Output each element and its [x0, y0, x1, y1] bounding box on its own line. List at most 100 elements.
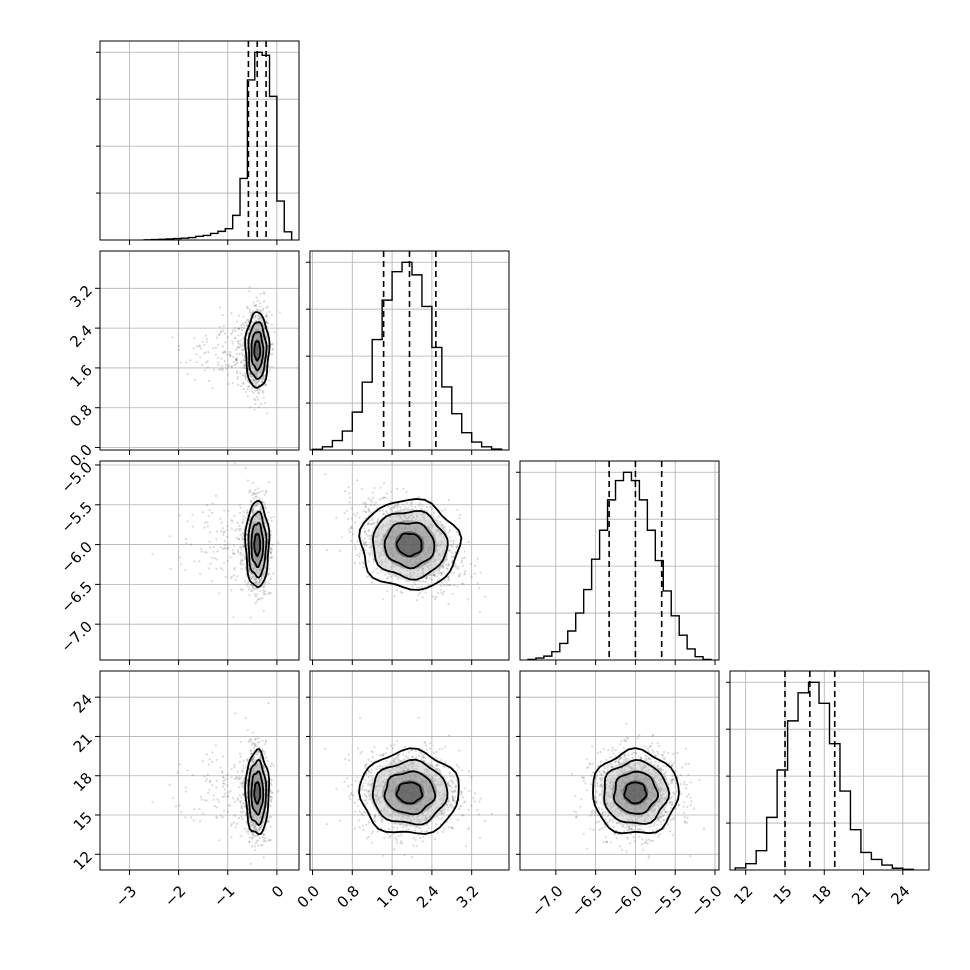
scatter-point	[195, 353, 198, 356]
scatter-point	[381, 509, 384, 512]
scatter-point	[249, 376, 252, 379]
scatter-point	[261, 309, 264, 312]
scatter-point	[248, 308, 251, 311]
scatter-point	[250, 589, 253, 593]
scatter-point	[271, 343, 274, 346]
scatter-point	[241, 354, 245, 357]
scatter-point	[364, 541, 367, 544]
scatter-point	[360, 536, 363, 539]
scatter-point	[229, 804, 232, 807]
scatter-point	[224, 341, 227, 344]
scatter-point	[257, 502, 260, 505]
scatter-point	[260, 825, 263, 828]
scatter-point	[262, 591, 265, 594]
scatter-point	[255, 504, 258, 507]
scatter-point	[257, 314, 260, 318]
contour-level-2	[247, 321, 268, 381]
scatter-point	[237, 538, 240, 541]
scatter-point	[251, 577, 254, 580]
scatter-point	[232, 552, 235, 555]
scatter-point	[457, 575, 461, 578]
scatter-point	[210, 556, 213, 559]
scatter-point	[433, 573, 437, 576]
scatter-point	[356, 512, 359, 515]
scatter-point	[241, 536, 244, 539]
scatter-point	[264, 566, 267, 569]
scatter-point	[254, 581, 258, 584]
scatter-point	[177, 348, 180, 351]
scatter-point	[251, 575, 254, 578]
scatter-point	[263, 571, 266, 574]
scatter-point	[389, 575, 393, 578]
scatter-point	[420, 585, 423, 588]
scatter-point	[248, 489, 251, 492]
scatter-point	[431, 507, 434, 510]
scatter-point	[230, 822, 233, 826]
scatter-point	[458, 517, 461, 520]
scatter-point	[200, 795, 203, 798]
scatter-point	[411, 585, 414, 588]
scatter-point	[348, 528, 351, 531]
scatter-point	[206, 366, 209, 369]
scatter-point	[376, 572, 379, 575]
scatter-point	[241, 374, 245, 377]
scatter-point	[246, 324, 249, 327]
scatter-point	[238, 752, 242, 755]
scatter-point	[263, 503, 266, 506]
scatter-point	[244, 557, 247, 560]
scatter-point	[235, 362, 239, 365]
scatter-point	[200, 550, 203, 553]
scatter-point	[227, 543, 230, 546]
scatter-point	[256, 492, 259, 495]
scatter-point	[260, 576, 264, 580]
scatter-point	[236, 377, 239, 380]
scatter-point	[247, 491, 250, 494]
scatter-point	[254, 399, 257, 402]
scatter-point	[256, 308, 259, 311]
scatter-point	[257, 844, 260, 847]
scatter-point	[248, 286, 251, 289]
density-shading	[369, 508, 450, 581]
scatter-point	[248, 569, 251, 572]
scatter-point	[242, 366, 245, 369]
scatter-point	[270, 797, 273, 800]
scatter-point	[236, 770, 239, 773]
scatter-point	[272, 515, 275, 518]
scatter-point	[240, 352, 243, 355]
scatter-point	[203, 526, 206, 529]
scatter-point	[385, 510, 388, 513]
scatter-point	[448, 584, 451, 587]
scatter-point	[247, 569, 251, 572]
scatter-point	[266, 305, 269, 308]
scatter-point	[191, 774, 194, 777]
scatter-point	[215, 336, 218, 339]
scatter-point	[257, 597, 260, 600]
scatter-point	[212, 368, 216, 371]
scatter-point	[235, 353, 239, 356]
scatter-point	[208, 567, 211, 570]
scatter-point	[247, 385, 250, 388]
scatter-point	[248, 372, 251, 375]
scatter-point	[382, 496, 385, 499]
scatter-point	[168, 783, 171, 786]
scatter-point	[239, 533, 242, 537]
scatter-point	[261, 321, 265, 324]
scatter-point	[241, 345, 244, 348]
scatter-point	[373, 521, 376, 525]
scatter-point	[364, 506, 367, 509]
scatter-point	[247, 588, 251, 591]
scatter-point	[226, 353, 229, 356]
scatter-point	[270, 533, 273, 536]
scatter-point	[244, 374, 247, 377]
scatter-point	[269, 765, 272, 768]
scatter-point	[200, 798, 203, 801]
scatter-point	[245, 758, 249, 761]
scatter-point	[392, 506, 395, 509]
scatter-point	[262, 300, 266, 303]
scatter-point	[265, 315, 269, 318]
scatter-point	[237, 383, 240, 386]
scatter-point	[452, 539, 455, 542]
scatter-point	[382, 598, 385, 601]
scatter-point	[367, 497, 370, 500]
